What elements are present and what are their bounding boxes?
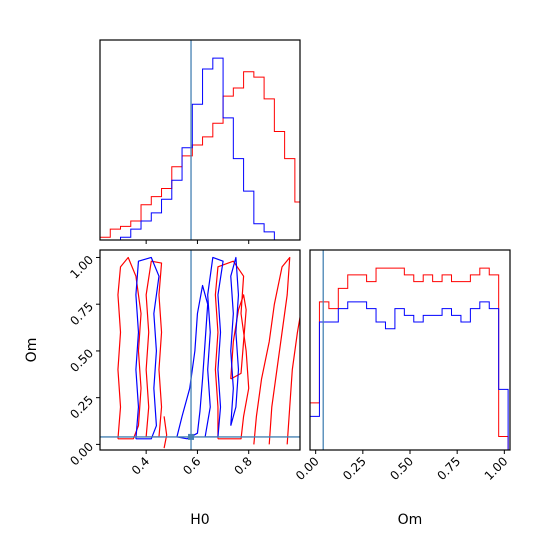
h0-histogram-frame <box>99 39 301 241</box>
h0-histogram-series-0 <box>100 71 300 240</box>
contour-line-9 <box>204 256 224 438</box>
x-axis-label-om: Om <box>398 512 423 528</box>
contour-line-10 <box>230 256 240 426</box>
om-xtick-label-0: 0.00 <box>293 454 322 483</box>
om-xtick-label-1: 0.25 <box>340 454 369 483</box>
om-xtick-label-3: 0.75 <box>434 454 463 483</box>
contour-line-5 <box>286 317 300 445</box>
h0-histogram-ticks <box>145 240 250 244</box>
contour-line-6 <box>163 416 168 449</box>
h0-marginal-panel <box>99 39 301 244</box>
h0-om-contour-frame <box>99 249 301 451</box>
contour-ytick-label-2: 0.50 <box>67 346 96 375</box>
contour-line-7 <box>135 256 160 440</box>
x-axis-label-h0: H0 <box>190 512 209 528</box>
om-histogram-frame <box>309 249 511 451</box>
contour-line-2 <box>214 260 250 440</box>
y-axis-label-om: Om <box>24 338 40 363</box>
h0-histogram-series-1 <box>100 57 300 240</box>
contour-line-4 <box>253 256 291 445</box>
contour-xtick-label-2: 0.8 <box>231 454 254 477</box>
contour-xtick-label-1: 0.6 <box>180 454 203 477</box>
h0-histogram-plot-area <box>100 40 300 240</box>
om-histogram-series-0 <box>310 267 509 450</box>
contour-line-3 <box>230 294 247 380</box>
contour-ytick-label-1: 0.25 <box>67 393 96 422</box>
om-xtick-label-4: 1.00 <box>482 454 511 483</box>
contour-ytick-label-3: 0.75 <box>67 299 96 328</box>
om-histogram-ticks: 0.00 0.25 0.50 0.75 1.00 <box>293 450 510 483</box>
h0-om-contour-ticks: 0.4 0.6 0.8 0.00 0.25 0.50 0.75 1.00 <box>67 253 255 478</box>
h0-om-contour-plot-area <box>100 250 300 450</box>
h0-om-contour-panel: 0.4 0.6 0.8 0.00 0.25 0.50 0.75 1.00 H0 Om <box>24 249 301 528</box>
om-xtick-label-2: 0.50 <box>387 454 416 483</box>
om-histogram-series-1 <box>310 301 509 450</box>
om-histogram-plot-area <box>310 250 509 450</box>
contour-truth-marker <box>188 433 195 440</box>
contour-ytick-label-4: 1.00 <box>67 253 96 282</box>
om-marginal-panel: 0.00 0.25 0.50 0.75 1.00 Om <box>293 249 511 528</box>
contour-line-1 <box>145 260 163 438</box>
contour-line-8 <box>176 284 209 440</box>
contour-xtick-label-0: 0.4 <box>129 454 152 477</box>
contour-line-0 <box>117 256 142 440</box>
contour-ytick-label-0: 0.00 <box>67 440 96 469</box>
